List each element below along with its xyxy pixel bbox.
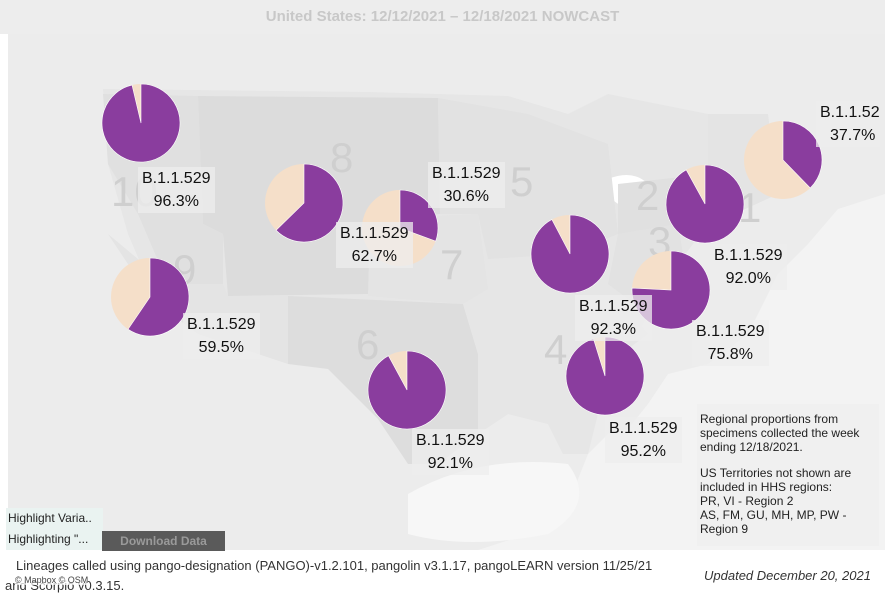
percent-label: 95.2% [620, 443, 666, 460]
region-number-1: 1 [738, 184, 761, 231]
download-data-button[interactable]: Download Data [102, 531, 225, 551]
variant-label: B.1.1.529 [714, 247, 783, 264]
pie-region-8[interactable] [265, 163, 344, 243]
pie-variant-slice [101, 83, 181, 163]
label-region-6: B.1.1.529 92.1% [412, 429, 489, 475]
variant-label: B.1.1.529 [187, 316, 256, 333]
note-proportions: Regional proportions from specimens coll… [700, 412, 860, 454]
regional-note: Regional proportions from specimens coll… [697, 404, 879, 546]
us-map[interactable]: 10 8 5 9 7 2 1 3 6 4 [8, 34, 885, 550]
label-region-2: B.1.1.529 92.0% [710, 244, 787, 290]
variant-label: B.1.1.529 [142, 170, 211, 187]
label-region-10: B.1.1.529 96.3% [138, 167, 215, 213]
variant-label: B.1.1.529 [696, 323, 765, 340]
percent-label: 92.0% [725, 270, 771, 287]
region-number-5: 5 [510, 158, 533, 205]
pie-variant-slice [367, 350, 447, 430]
gulf-of-mexico [408, 462, 580, 542]
variant-label: B.1.1.529 [416, 432, 485, 449]
pie-variant-slice [565, 336, 645, 416]
percent-label: 59.5% [198, 339, 244, 356]
region-number-8: 8 [330, 134, 353, 181]
variant-label: B.1.1.529 [579, 298, 648, 315]
pie-variant-slice [275, 163, 344, 243]
label-region-7: B.1.1.529 30.6% [428, 162, 505, 208]
pie-variant-slice [530, 214, 610, 294]
footer-lineages: Lineages called using pango-designation … [16, 558, 653, 573]
pie-region-3[interactable] [631, 250, 711, 330]
highlight-label: Highlight Varia.. [8, 511, 92, 525]
note-region-9: AS, FM, GU, MH, MP, PW - Region 9 [700, 508, 847, 536]
pie-region-4[interactable] [565, 336, 645, 416]
region-number-7: 7 [440, 241, 463, 288]
variant-label: B.1.1.529 [340, 225, 409, 242]
pie-region-1[interactable] [744, 120, 823, 199]
label-region-8: B.1.1.529 62.7% [336, 222, 413, 268]
pie-charts [101, 83, 823, 430]
percent-label: 37.7% [830, 127, 876, 144]
variant-label: B.1.1.529 [609, 420, 678, 437]
percent-label: 30.6% [443, 188, 489, 205]
percent-label: 62.7% [351, 248, 397, 265]
label-region-5: B.1.1.529 92.3% [575, 295, 652, 341]
label-region-9: B.1.1.529 59.5% [183, 313, 260, 359]
highlight-control[interactable]: Highlight Varia.. Highlighting "... [6, 508, 103, 550]
percent-label: 75.8% [707, 346, 753, 363]
note-region-2: PR, VI - Region 2 [700, 494, 794, 508]
percent-label: 96.3% [153, 193, 199, 210]
map-attribution[interactable]: © Mapbox © OSM [15, 575, 89, 585]
note-territories: US Territories not shown are included in… [700, 466, 852, 494]
label-region-1: B.1.1.52 37.7% [816, 101, 880, 147]
percent-label: 92.1% [427, 455, 473, 472]
variant-label: B.1.1.529 [432, 165, 501, 182]
pie-region-6[interactable] [367, 350, 447, 430]
map-title: United States: 12/12/2021 – 12/18/2021 N… [0, 0, 885, 34]
pie-region-5[interactable] [530, 214, 610, 294]
pie-region-2[interactable] [665, 164, 745, 244]
percent-label: 92.3% [590, 321, 636, 338]
pie-region-10[interactable] [101, 83, 181, 163]
variant-label: B.1.1.52 [820, 104, 880, 121]
highlight-input[interactable]: Highlighting "... [8, 532, 89, 546]
label-region-3: B.1.1.529 75.8% [692, 320, 769, 366]
pie-variant-slice [127, 257, 190, 337]
pie-variant-slice [665, 164, 745, 244]
region-number-6: 6 [356, 321, 379, 368]
pie-region-9[interactable] [111, 257, 190, 337]
region-number-2: 2 [636, 172, 659, 219]
region-number-4: 4 [544, 326, 567, 373]
updated-date: Updated December 20, 2021 [704, 568, 871, 583]
label-region-4: B.1.1.529 95.2% [605, 417, 682, 463]
